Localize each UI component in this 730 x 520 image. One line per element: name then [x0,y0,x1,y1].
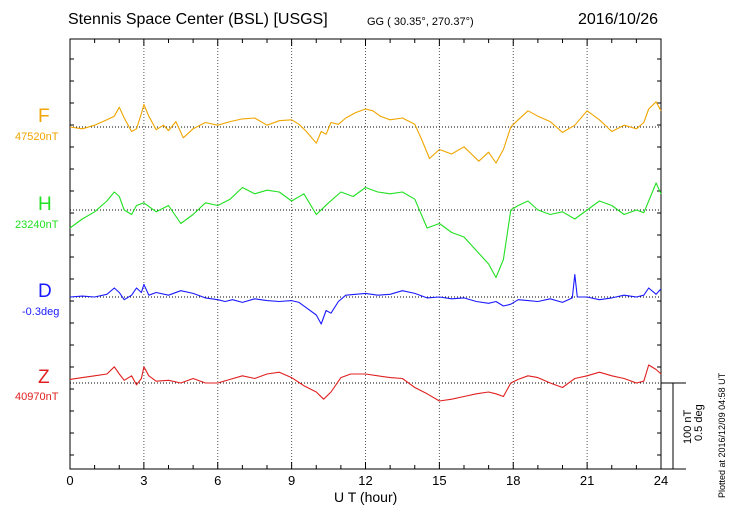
x-axis-label: U T (hour) [334,489,398,505]
x-tick-label: 24 [654,473,668,488]
channel-baseline-f: 47520nT [15,131,59,143]
station-coordinates: GG ( 30.35°, 270.37°) [367,16,474,28]
plotted-timestamp: Plotted at 2016/12/09 04:58 UT [717,372,727,498]
series-line-h [69,182,662,279]
x-tick-label: 21 [580,473,594,488]
chart-date: 2016/10/26 [578,11,659,28]
channel-baseline-d: -0.3deg [22,306,60,318]
plot-frame [69,38,662,470]
chart-title: Stennis Space Center (BSL) [USGS] [68,11,328,28]
x-tick-label: 0 [66,473,73,488]
x-tick-label: 3 [140,473,147,488]
channel-label-z: Z [38,367,50,388]
series-line-z [69,364,662,402]
x-tick-label: 12 [358,473,372,488]
x-tick-label: 9 [288,473,295,488]
channel-label-d: D [38,281,52,302]
x-tick-label: 6 [214,473,221,488]
channel-label-h: H [38,194,52,215]
channel-label-f: F [38,106,50,127]
channel-baseline-h: 23240nT [15,219,59,231]
x-tick-label: 18 [506,473,520,488]
series-line-f [69,101,662,164]
series-line-d [69,273,662,325]
channel-baseline-z: 40970nT [15,391,59,403]
x-tick-label: 15 [432,473,446,488]
scale-angle-label: 0.5 deg [693,404,705,441]
